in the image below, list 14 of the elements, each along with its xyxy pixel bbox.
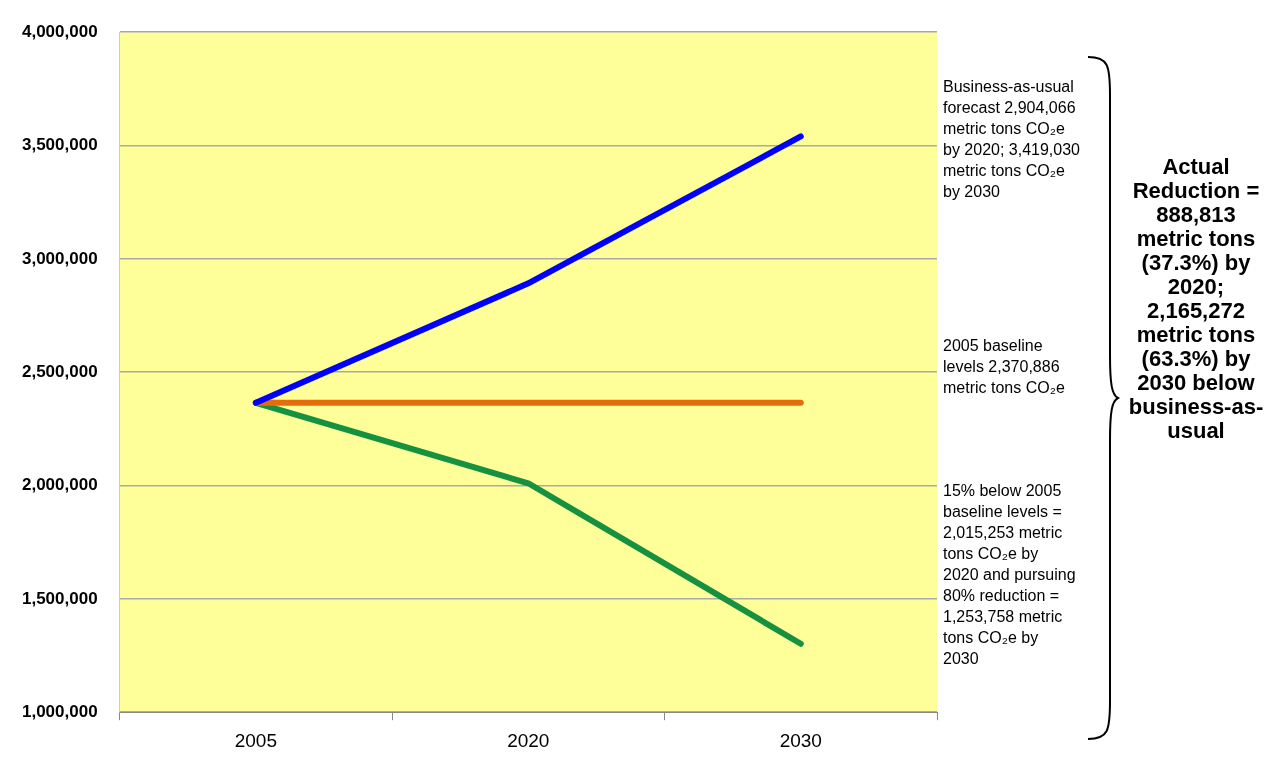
y-tick-label: 3,000,000 (21, 248, 98, 268)
x-tick-label: 2005 (234, 729, 277, 751)
text: 15% below 2005 baseline levels = 2,015,253 metric tons CO₂e by 2020 and pursuing 80% reduction = 1,253,758 metric tons CO₂e by 2030 (943, 482, 1076, 667)
text: Business-as-usual forecast 2,904,066 metric tons CO₂e by 2020; 3,419,030 metric tons CO₂e by 2030 (943, 77, 1081, 202)
y-tick-label: 4,000,000 (21, 21, 98, 41)
y-tick-label: 2,500,000 (21, 361, 98, 381)
y-tick-label: 1,500,000 (21, 588, 98, 608)
text: Actual Reduction = 888,813 metric tons (37.3%) by 2020; 2,165,272 metric tons (63.3%) by 2030 below business-as-usual (1128, 154, 1264, 443)
y-tick-label: 2,000,000 (21, 475, 98, 495)
y-tick-label: 1,000,000 (21, 701, 98, 721)
x-tick-label: 2030 (779, 729, 822, 751)
x-tick-label: 2020 (507, 729, 550, 751)
text: 2005 baseline levels 2,370,886 metric tons CO₂e (943, 336, 1066, 398)
y-tick-label: 3,500,000 (21, 135, 98, 155)
